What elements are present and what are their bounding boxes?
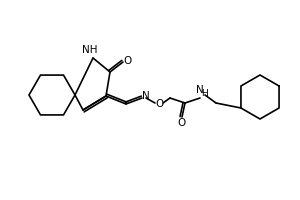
Text: O: O	[124, 56, 132, 66]
Text: N: N	[142, 91, 150, 101]
Text: O: O	[156, 99, 164, 109]
Text: NH: NH	[82, 45, 98, 55]
Text: O: O	[177, 118, 185, 128]
Text: N: N	[196, 85, 204, 95]
Text: H: H	[201, 88, 207, 98]
